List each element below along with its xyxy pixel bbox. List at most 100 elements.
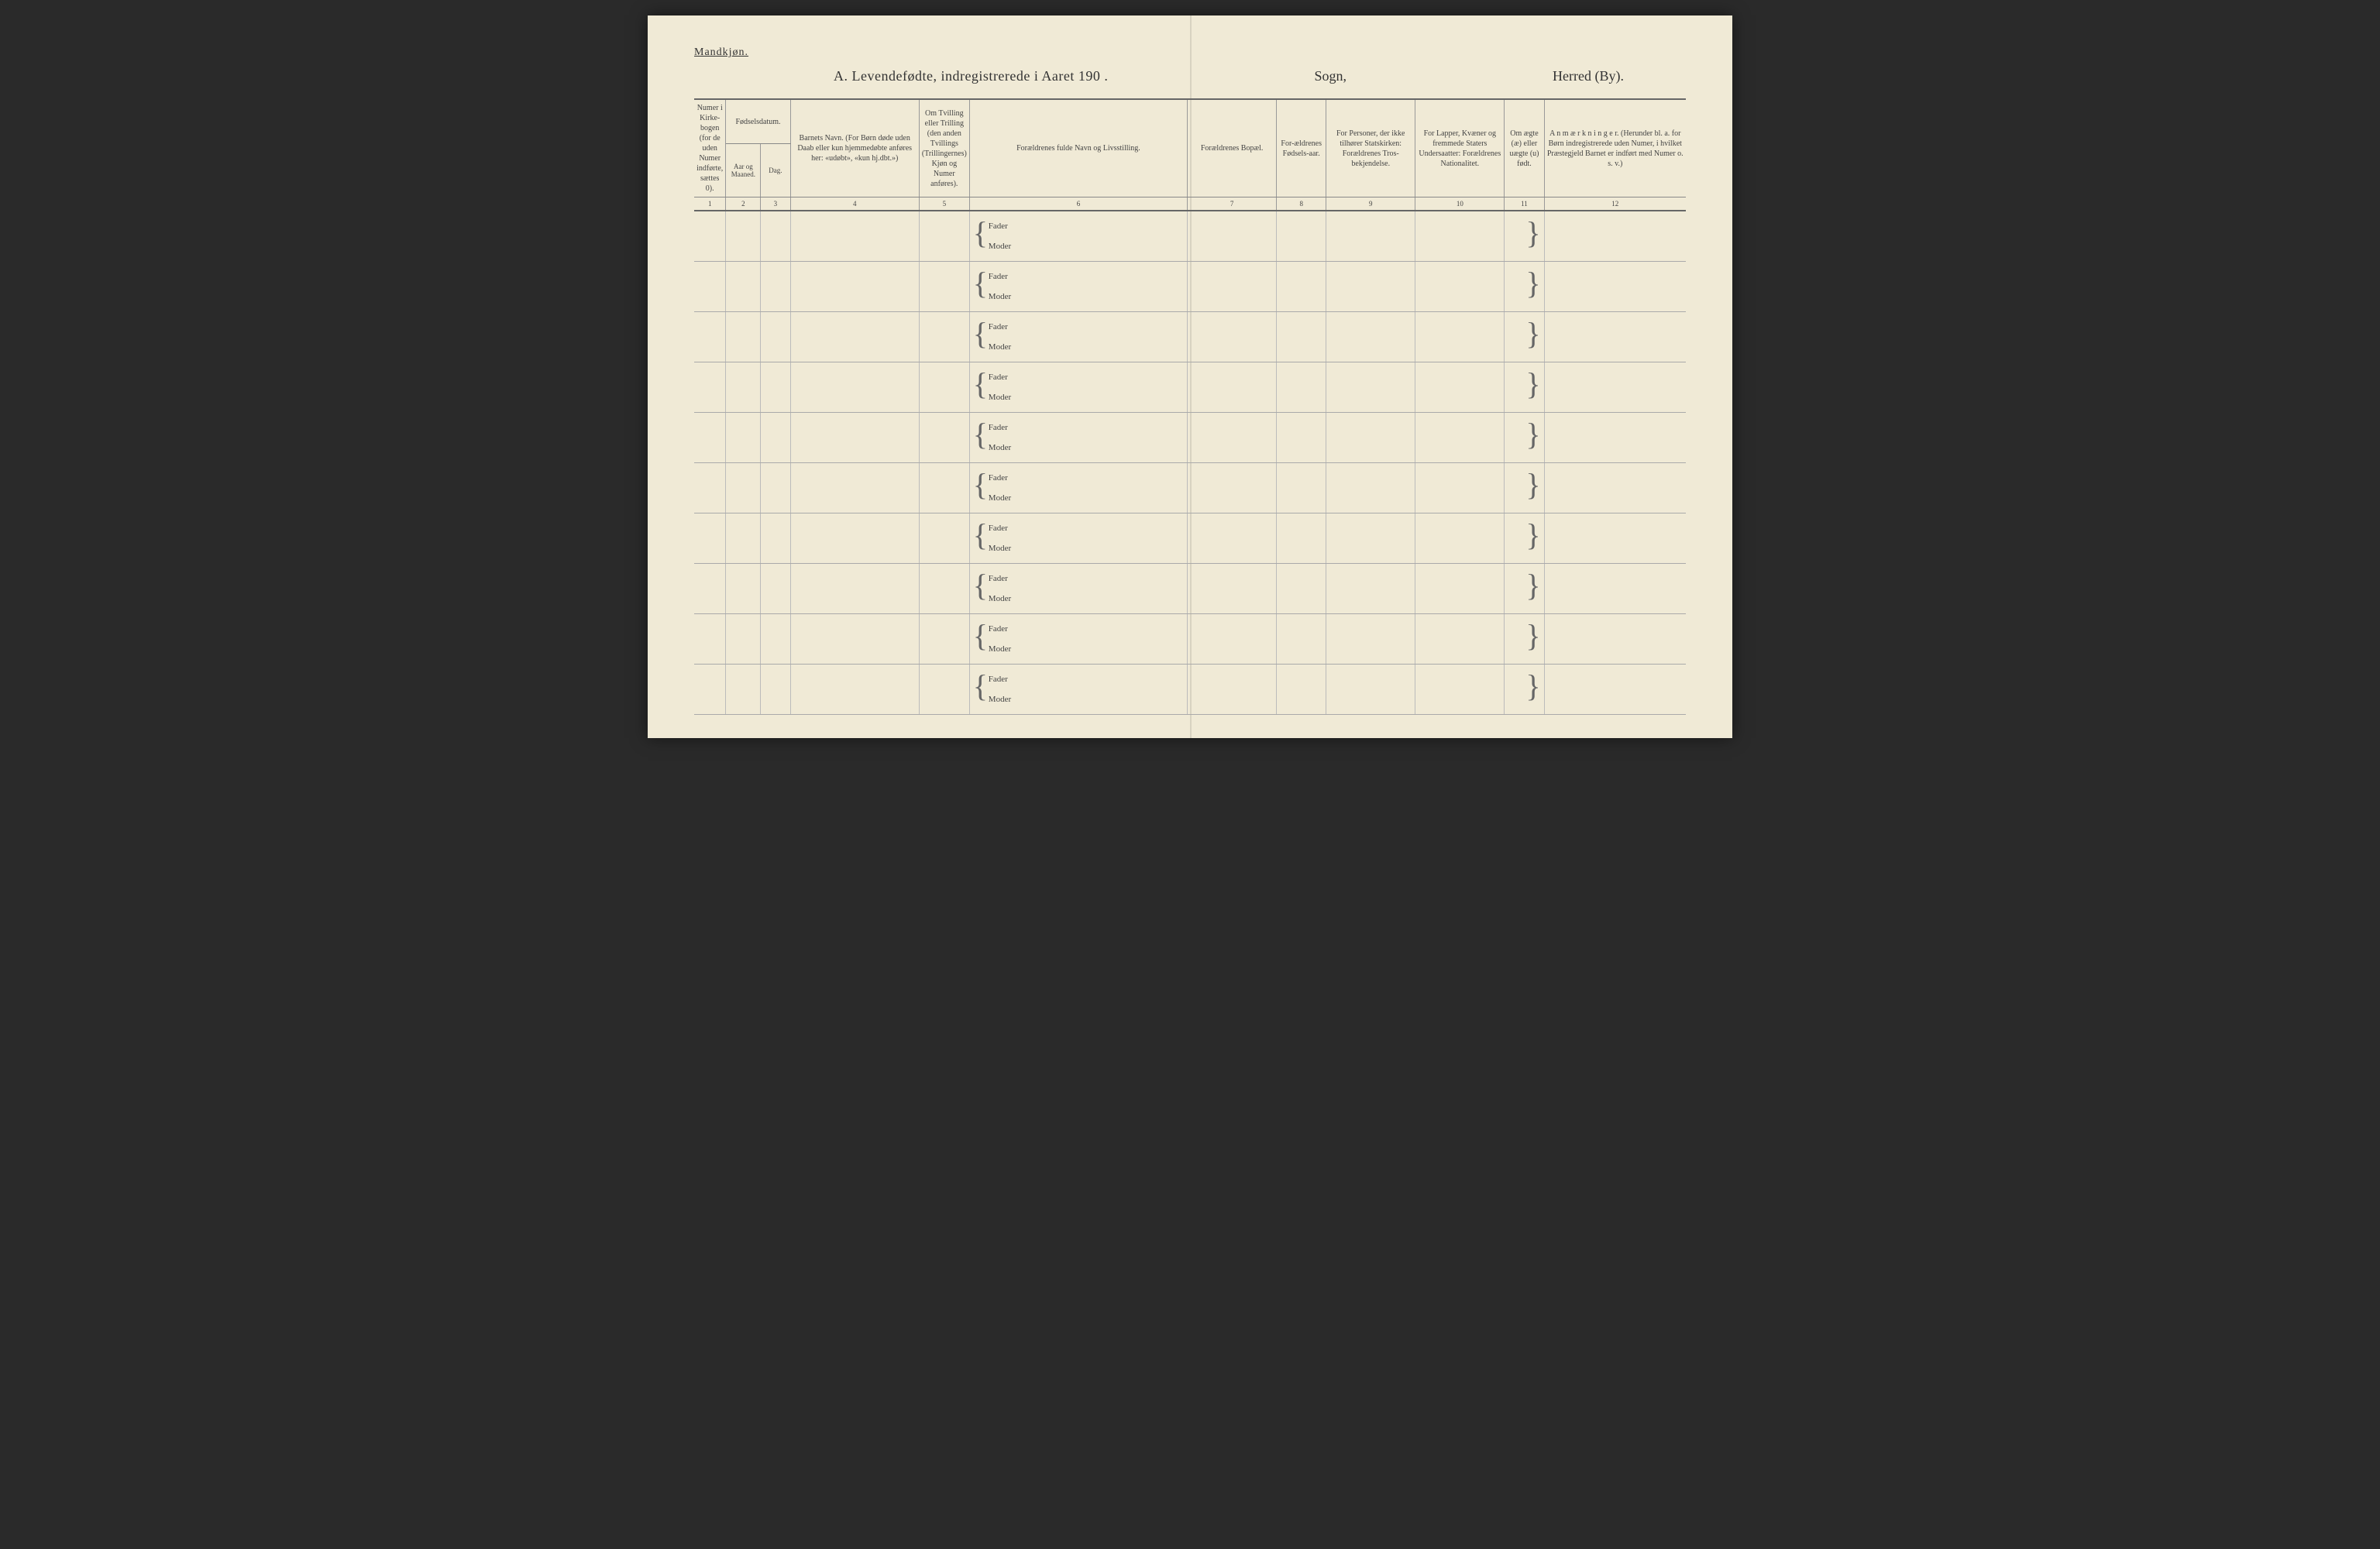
table-cell bbox=[1544, 665, 1686, 715]
col-subheader-aar: Aar og Maaned. bbox=[726, 144, 761, 197]
table-cell bbox=[790, 362, 919, 413]
title-row: A. Levendefødte, indregistrerede i Aaret… bbox=[694, 68, 1686, 84]
table-cell bbox=[1544, 463, 1686, 513]
table-cell bbox=[1544, 614, 1686, 665]
table-cell bbox=[1415, 665, 1505, 715]
table-cell bbox=[1188, 262, 1277, 312]
table-cell bbox=[1277, 413, 1326, 463]
colnum-8: 8 bbox=[1277, 197, 1326, 211]
table-cell bbox=[1415, 262, 1505, 312]
table-cell bbox=[1544, 513, 1686, 564]
table-cell bbox=[919, 614, 969, 665]
table-cell bbox=[761, 362, 790, 413]
table-cell bbox=[761, 614, 790, 665]
brace-icon: } bbox=[1525, 666, 1540, 706]
fader-label: Fader bbox=[989, 373, 1008, 382]
table-cell bbox=[761, 211, 790, 262]
table-cell: } bbox=[1505, 211, 1544, 262]
table-cell bbox=[1188, 513, 1277, 564]
col-header-numer: Numer i Kirke-bogen (for de uden Numer i… bbox=[694, 99, 726, 197]
table-cell bbox=[919, 564, 969, 614]
table-body: {FaderModer}{FaderModer}{FaderModer}{Fad… bbox=[694, 211, 1686, 715]
colnum-11: 11 bbox=[1505, 197, 1544, 211]
table-cell: } bbox=[1505, 463, 1544, 513]
table-cell bbox=[1544, 211, 1686, 262]
brace-icon: } bbox=[1525, 263, 1540, 304]
brace-icon: { bbox=[973, 263, 988, 304]
table-cell bbox=[919, 413, 969, 463]
table-header-row: Numer i Kirke-bogen (for de uden Numer i… bbox=[694, 99, 1686, 144]
table-cell bbox=[726, 463, 761, 513]
col-header-tros: For Personer, der ikke tilhører Statskir… bbox=[1326, 99, 1415, 197]
table-cell: {FaderModer bbox=[969, 513, 1187, 564]
table-cell bbox=[761, 463, 790, 513]
table-row: {Fader Moder} bbox=[694, 362, 1686, 413]
fader-label: Fader bbox=[989, 574, 1008, 583]
table-cell bbox=[694, 564, 726, 614]
table-cell bbox=[1188, 463, 1277, 513]
table-row: {FaderModer} bbox=[694, 463, 1686, 513]
brace-icon: } bbox=[1525, 213, 1540, 253]
document-page: Mandkjøn. A. Levendefødte, indregistrere… bbox=[648, 15, 1732, 738]
table-cell bbox=[726, 211, 761, 262]
fader-label: Fader bbox=[989, 222, 1008, 231]
table-cell bbox=[1544, 413, 1686, 463]
brace-icon: } bbox=[1525, 364, 1540, 404]
table-cell bbox=[1415, 513, 1505, 564]
table-cell bbox=[790, 211, 919, 262]
table-row: {FaderModer} bbox=[694, 211, 1686, 262]
table-cell: } bbox=[1505, 413, 1544, 463]
col-header-tvilling: Om Tvilling eller Trilling (den anden Tv… bbox=[919, 99, 969, 197]
table-cell bbox=[919, 211, 969, 262]
table-cell: } bbox=[1505, 614, 1544, 665]
table-row: {FaderModer} bbox=[694, 262, 1686, 312]
colnum-4: 4 bbox=[790, 197, 919, 211]
brace-icon: { bbox=[973, 414, 988, 455]
table-cell bbox=[1326, 463, 1415, 513]
table-cell bbox=[726, 564, 761, 614]
table-cell bbox=[1415, 564, 1505, 614]
table-cell bbox=[790, 463, 919, 513]
table-cell bbox=[694, 362, 726, 413]
table-cell: {FaderModer bbox=[969, 614, 1187, 665]
fader-label: Fader bbox=[989, 675, 1008, 684]
table-cell: {FaderModer bbox=[969, 312, 1187, 362]
table-cell bbox=[1415, 614, 1505, 665]
colnum-10: 10 bbox=[1415, 197, 1505, 211]
table-cell bbox=[1277, 463, 1326, 513]
brace-icon: { bbox=[973, 666, 988, 706]
moder-label: Moder bbox=[989, 342, 1011, 352]
table-cell bbox=[761, 513, 790, 564]
moder-label: Moder bbox=[989, 242, 1011, 251]
table-cell bbox=[1188, 312, 1277, 362]
fader-label: Fader bbox=[989, 322, 1008, 331]
table-cell bbox=[790, 413, 919, 463]
brace-icon: { bbox=[973, 465, 988, 505]
table-cell bbox=[726, 614, 761, 665]
table-cell bbox=[1544, 564, 1686, 614]
table-cell bbox=[1326, 665, 1415, 715]
fader-label: Fader bbox=[989, 423, 1008, 432]
table-cell bbox=[761, 665, 790, 715]
moder-label: Moder bbox=[989, 443, 1011, 452]
col-header-foraeldre: Forældrenes fulde Navn og Livsstilling. bbox=[969, 99, 1187, 197]
colnum-6: 6 bbox=[969, 197, 1187, 211]
table-cell bbox=[1415, 413, 1505, 463]
colnum-7: 7 bbox=[1188, 197, 1277, 211]
brace-icon: { bbox=[973, 364, 988, 404]
table-cell bbox=[1415, 362, 1505, 413]
table-cell bbox=[726, 513, 761, 564]
moder-label: Moder bbox=[989, 695, 1011, 704]
table-cell bbox=[694, 513, 726, 564]
table-cell bbox=[1277, 665, 1326, 715]
table-cell bbox=[1326, 513, 1415, 564]
table-cell bbox=[790, 564, 919, 614]
table-cell bbox=[1544, 362, 1686, 413]
table-cell: {FaderModer bbox=[969, 211, 1187, 262]
moder-label: Moder bbox=[989, 393, 1011, 402]
table-row: {Fader Moder} bbox=[694, 665, 1686, 715]
table-cell bbox=[1277, 312, 1326, 362]
moder-label: Moder bbox=[989, 544, 1011, 553]
moder-label: Moder bbox=[989, 493, 1011, 503]
table-cell bbox=[919, 665, 969, 715]
